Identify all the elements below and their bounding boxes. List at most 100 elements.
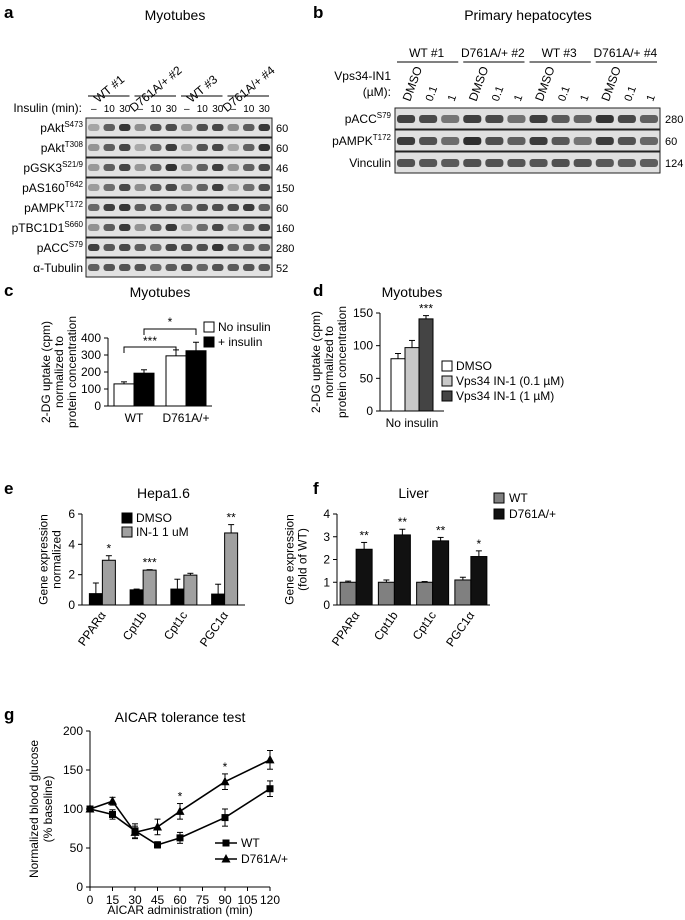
legend-marker [221,854,231,863]
panel-letter-g: g [4,705,14,724]
blot-band [119,264,131,271]
blot-row-label: Vinculin [349,156,391,170]
blot-band [243,224,255,231]
data-point [175,806,185,815]
blot-band [134,244,146,251]
x-tick-label: PPARα [75,609,109,649]
blot-band [88,144,100,151]
blot-strip [85,117,273,138]
blot-band [103,204,115,211]
blot-band [119,144,131,151]
blot-band [181,144,193,151]
chart-title: Myotubes [130,284,191,300]
y-tick-label: 50 [70,841,84,855]
treatment-label: DMSO [532,64,557,103]
blot-band [243,124,255,131]
significance-stars: ** [398,515,408,529]
blot-row-label: pAktT308 [41,140,84,155]
blot-band [419,115,438,123]
y-tick-label: 3 [323,530,330,544]
kda-label: 60 [276,143,288,155]
bar [101,559,116,606]
blot-band [243,184,255,191]
kda-label: 52 [276,263,288,275]
y-tick-label: 300 [81,348,101,362]
blot-strip [394,151,661,174]
panel-a-blots: pAktS473 60 pAktT308 60 pGSK3S21/9 46 pAS160T6… [12,117,294,278]
legend-label: WT [241,836,260,850]
blot-strip [394,129,661,152]
kda-label: 60 [276,123,288,135]
x-tick-label: 30 [128,893,142,907]
kda-label: 150 [276,183,294,195]
insulin-time-label: – [230,104,236,115]
kda-label: 60 [276,203,288,215]
blot-band [227,144,239,151]
bar [129,589,144,606]
y-tick-label: 150 [353,306,373,320]
y-tick-label: 0 [94,399,101,413]
bar [170,588,185,606]
blot-band [258,204,270,211]
y-axis-label: normalized [50,530,64,589]
kda-label: 124 [665,158,683,170]
y-tick-label: 100 [353,339,373,353]
significance-stars: *** [143,334,157,348]
blot-band [617,115,636,123]
blot-band [397,159,416,167]
blot-band [212,124,224,131]
blot-band [134,164,146,171]
blot-band [119,124,131,131]
chart-title: Hepa1.6 [137,485,190,501]
bar [470,556,488,606]
blot-row-label: α-Tubulin [33,261,83,275]
insulin-time-label: 30 [259,104,271,115]
legend-label: D761A/+ [509,507,556,521]
blot-band [243,204,255,211]
x-tick-label: D761A/+ [162,411,209,425]
data-point [109,810,116,818]
blot-band [134,264,146,271]
bar [418,318,434,412]
blot-row-label: pACCS79 [345,111,392,126]
y-tick-label: 100 [81,382,101,396]
blot-band [507,115,526,123]
blot-band [397,115,416,123]
blot-band [227,224,239,231]
panel-letter-f: f [313,479,319,498]
treatment-label: DMSO [598,64,623,103]
legend-label: IN-1 1 uM [136,525,189,539]
bar [404,347,420,412]
blot-band [529,159,548,167]
data-point [266,785,274,793]
treatment-label-2: (µM): [363,85,391,99]
x-tick-label: 90 [218,893,232,907]
blot-band [165,204,177,211]
group-label: D761A/+ #4 [594,46,658,60]
blot-band [181,204,193,211]
blot-band [88,204,100,211]
legend-swatch [441,390,453,402]
legend-marker [222,839,230,847]
blot-band [103,244,115,251]
blot-band [88,224,100,231]
data-point [85,804,95,813]
blot-band [196,244,208,251]
blot-strip [394,107,661,130]
data-point [221,814,229,822]
y-axis-label: 2-DG uptake (cpm) [39,321,53,423]
blot-band [150,244,162,251]
blot-band [227,164,239,171]
x-tick-label: 0 [87,893,94,907]
chart-g: AICAR tolerance test 0 50 100 150 200 0 15 30 45 6… [27,709,288,917]
kda-label: 280 [276,243,294,255]
blot-band [88,184,100,191]
blot-band [165,244,177,251]
y-axis-label: Normalized blood glucose [27,740,41,878]
y-axis-label: Gene expression [37,514,51,605]
legend-swatch [121,526,133,538]
blot-band [258,244,270,251]
blot-band [463,137,482,145]
significance-stars: * [477,537,482,551]
significance-stars: ** [359,528,369,542]
